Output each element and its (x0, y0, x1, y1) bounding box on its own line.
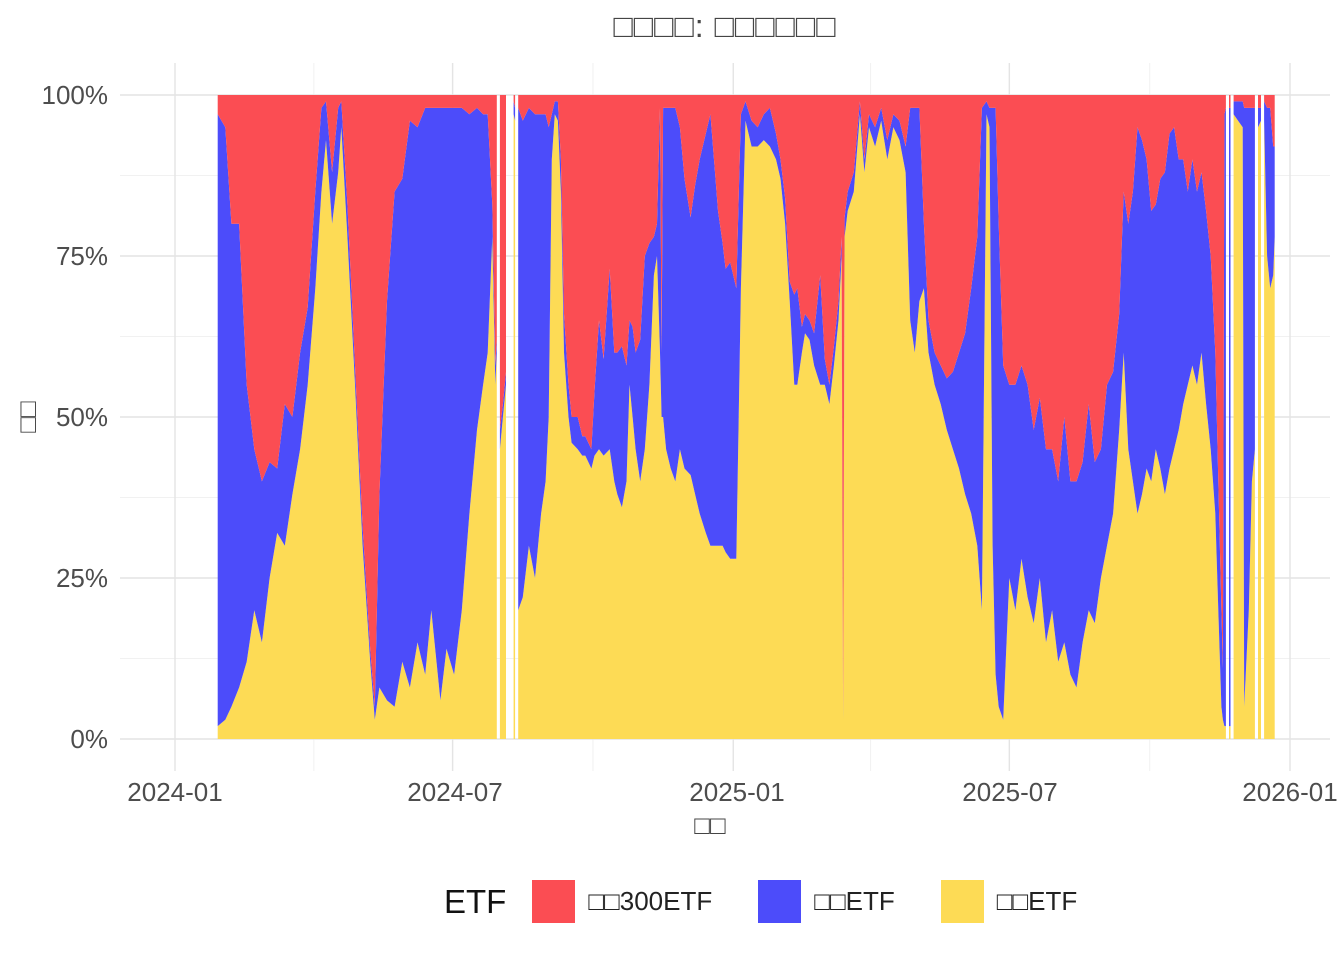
legend-item: □□ETF (758, 880, 895, 923)
x-tick-label-2025-01: 2025-01 (689, 777, 785, 807)
y-tick-label-25: 25% (55, 563, 108, 593)
legend: ETF □□300ETF □□ETF □□ETF (444, 880, 1077, 923)
x-axis-title: □□ (694, 810, 726, 840)
x-tick-label-2026-01: 2026-01 (1242, 777, 1338, 807)
legend-swatch-blue (758, 880, 802, 923)
y-axis-title: □□ (12, 401, 42, 433)
y-tick-label-50: 50% (55, 402, 108, 432)
x-tick-label-2024-01: 2024-01 (127, 777, 223, 807)
y-tick-label-75: 75% (55, 241, 108, 271)
legend-label: □□300ETF (588, 886, 713, 916)
legend-item: □□ETF (940, 880, 1078, 923)
legend-label: □□ETF (996, 886, 1078, 916)
legend-title: ETF (444, 882, 507, 920)
y-tick-label-100: 100% (41, 80, 109, 110)
legend-label: □□ETF (814, 886, 895, 916)
legend-swatch-red (532, 880, 576, 923)
x-tick-label-2024-07: 2024-07 (407, 777, 503, 807)
legend-item: □□300ETF (532, 880, 712, 923)
page-title: □□□□: □□□□□□ (613, 8, 837, 44)
legend-swatch-yellow (940, 880, 984, 923)
x-tick-label-2025-07: 2025-07 (962, 777, 1058, 807)
y-tick-label-0: 0% (70, 724, 108, 754)
